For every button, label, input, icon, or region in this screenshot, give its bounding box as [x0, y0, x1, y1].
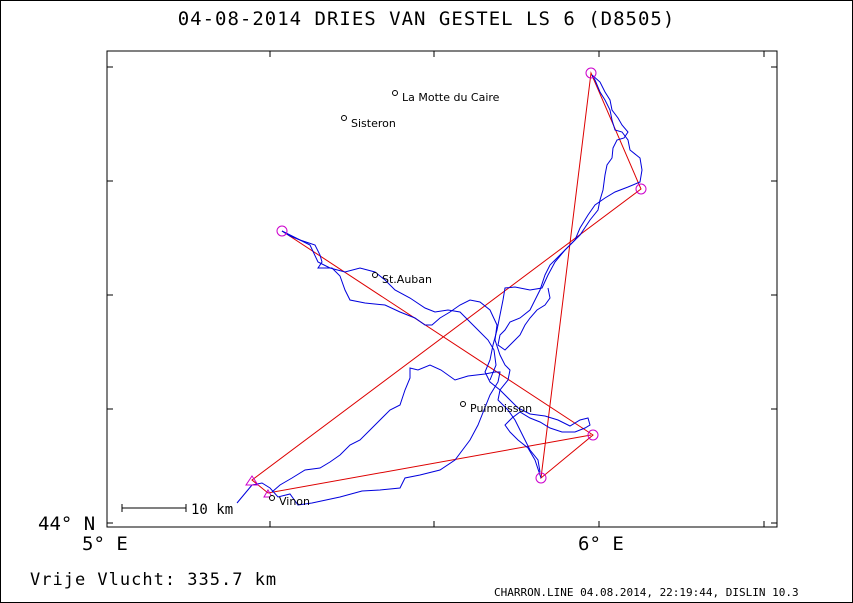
place-label-puimoisson: Puimoisson	[470, 402, 532, 415]
place-label-sisteron: Sisteron	[351, 117, 396, 130]
latitude-label: 44° N	[38, 513, 95, 535]
longitude-label-6e: 6° E	[578, 533, 624, 555]
turnpoint-marker	[587, 429, 599, 441]
place-marker	[460, 401, 466, 407]
place-marker	[341, 115, 347, 121]
flight-track	[484, 74, 643, 479]
turnpoints	[245, 67, 647, 498]
place-marker	[269, 495, 275, 501]
map-plot-area	[106, 50, 778, 528]
flight-track	[497, 74, 629, 351]
scale-bar: 10 km	[121, 502, 233, 518]
scale-bar-label: 10 km	[191, 502, 233, 518]
turnpoint-marker	[276, 225, 288, 237]
page-title: 04-08-2014 DRIES VAN GESTEL LS 6 (D8505)	[177, 8, 676, 30]
longitude-label-5e: 5° E	[82, 533, 128, 555]
turnpoint-marker	[535, 472, 547, 484]
axis-ticks	[106, 51, 777, 527]
place-label-la-motte-du-caire: La Motte du Caire	[402, 91, 500, 104]
distance-summary: Vrije Vlucht: 335.7 km	[30, 570, 278, 590]
place-label-st-auban: St.Auban	[382, 273, 432, 286]
turnpoint-marker	[635, 183, 647, 195]
start-marker	[245, 475, 259, 486]
turnpoint-marker	[585, 67, 597, 79]
task-route	[251, 71, 642, 494]
flight-track	[236, 364, 501, 506]
place-marker	[392, 90, 398, 96]
flight-track	[281, 230, 497, 381]
place-label-vinon: Vinon	[279, 495, 310, 508]
finish-marker	[263, 488, 273, 498]
flight-track	[281, 230, 541, 473]
credit-line: CHARRON.LINE 04.08.2014, 22:19:44, DISLI…	[494, 586, 799, 599]
place-marker	[372, 272, 378, 278]
place-markers	[269, 90, 466, 501]
